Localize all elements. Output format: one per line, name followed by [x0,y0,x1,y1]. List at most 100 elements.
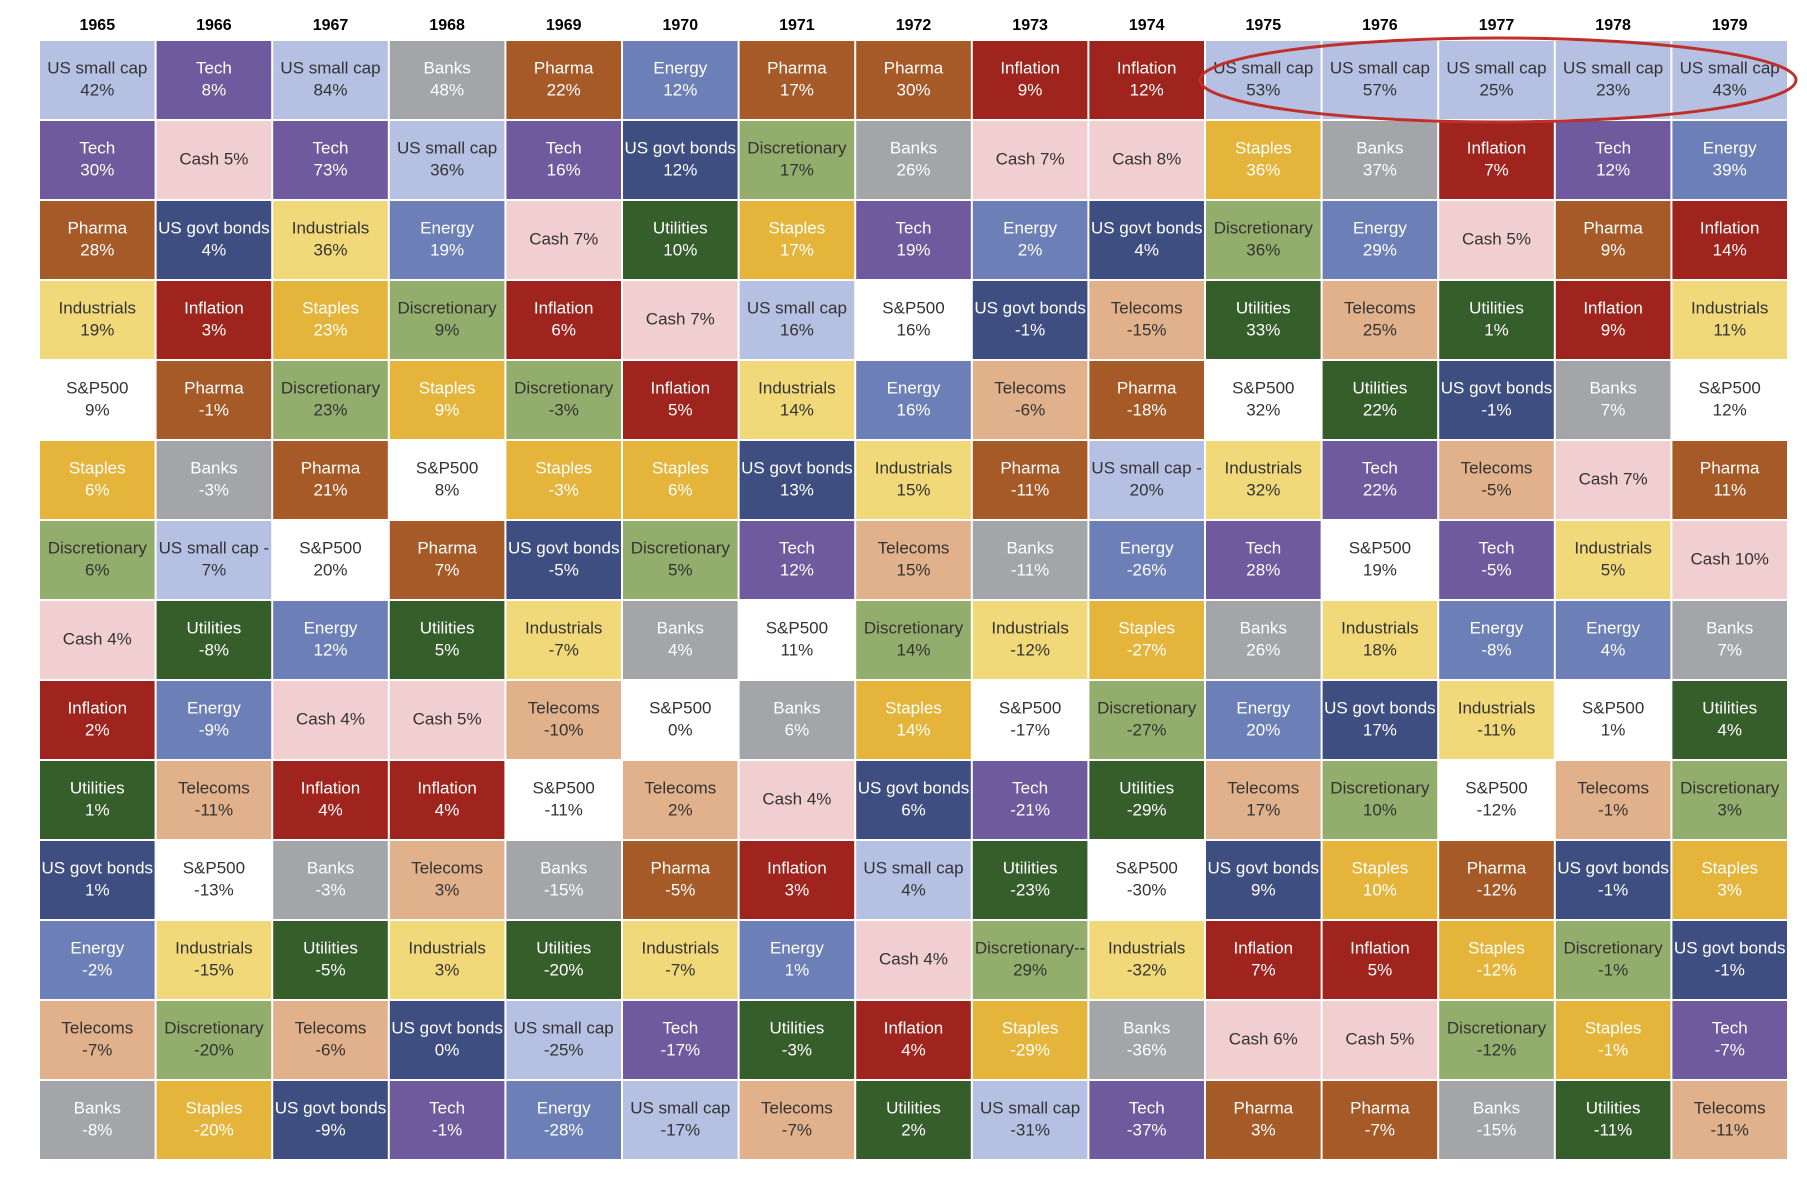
cell-return: -17% [660,1040,700,1059]
cell-return: -27% [1127,720,1167,739]
cell-label: Energy [187,698,241,717]
cell [156,41,272,119]
cell [1672,441,1787,519]
cell-label: Energy [1003,218,1057,237]
cell-label: Discretionary [397,298,497,317]
cell-return: 5% [668,560,693,579]
cell [739,281,855,359]
cell-label: S&P500 [533,778,595,797]
cell-label: S&P500 [999,698,1061,717]
cell-label: Banks [1006,538,1053,557]
cell-return: 9% [1251,880,1276,899]
cell-return: -11% [1710,1120,1748,1139]
cell-return: -25% [544,1040,584,1059]
cell [156,441,272,519]
cell [623,281,738,359]
cell-label: US govt bonds [1324,698,1436,717]
cell-label: Staples [186,1098,243,1117]
cell [273,841,388,919]
cell-label: Inflation [534,298,594,317]
cell [156,921,272,999]
cell [623,921,738,999]
cell-label: US small cap [630,1098,730,1117]
cell-return: 11% [1713,480,1746,499]
cell-return: 2% [85,720,110,739]
cell [40,1081,155,1159]
cell-return: 48% [430,80,464,99]
cell-label: Discretionary [1563,938,1663,957]
cell-return: -5% [549,560,579,579]
cell [1322,921,1438,999]
cell-return: 17% [780,80,814,99]
cell [972,601,1088,679]
cell [856,841,971,919]
cell-return: -27% [1127,640,1167,659]
cell-return: 12% [663,160,697,179]
cell [389,201,505,279]
cell [739,601,855,679]
cell [1672,121,1787,199]
cell [156,361,272,439]
cell-text: Cash 7% [646,309,715,328]
cell-text: Cash 5% [413,709,482,728]
cell [972,521,1088,599]
year-label: 1968 [429,17,465,34]
cell-text: Cash 8% [1112,149,1181,168]
cell [1322,281,1438,359]
cell-label: Inflation [651,378,711,397]
cell-label: Inflation [1467,138,1527,157]
cell-return: 6% [85,480,110,499]
cell-label: Staples [1352,858,1409,877]
cell-return: 7% [1717,640,1742,659]
cell [1322,1001,1438,1079]
cell-return: -11% [1011,480,1049,499]
cell-return: -7% [549,640,579,659]
cell [623,361,738,439]
cell-label: S&P500 [1699,378,1761,397]
cell-label: Inflation [184,298,244,317]
cell-return: 0% [668,720,693,739]
cell-return: -36% [1127,1040,1167,1059]
cell [1089,201,1204,279]
cell [1555,41,1671,119]
cell [1322,201,1438,279]
cell-return: 19% [80,320,114,339]
cell-label: Tech [429,1098,465,1117]
cell-return: 4% [318,800,343,819]
cell [856,121,971,199]
cell-return: -6% [315,1040,345,1059]
cell [40,1001,155,1079]
cell-return: 17% [1363,720,1397,739]
cell-label: Tech [1712,1018,1748,1037]
cell [623,761,738,839]
cell-return: -11% [1011,560,1049,579]
cell-label: US govt bonds [625,138,737,157]
cell-return: -13% [194,880,234,899]
cell-label: Staples [1002,1018,1059,1037]
cell [506,601,621,679]
cell-label: S&P500 [882,298,944,317]
cell-return: -10% [544,720,584,739]
cell-label: Utilities [70,778,125,797]
cell-return: -20% [194,1040,234,1059]
cell [1555,361,1671,439]
cell-label: Utilities [653,218,708,237]
cell-return: -3% [549,400,579,419]
cell [972,41,1088,119]
cell [506,841,621,919]
cell-label: US small cap [514,1018,614,1037]
cell-return: 39% [1713,160,1747,179]
cell-return: 0% [435,1040,460,1059]
cell [273,761,388,839]
cell [1439,761,1554,839]
cell [1555,201,1671,279]
cell-label: Banks [657,618,704,637]
cell-return: -12% [1477,800,1517,819]
cell-label: US small cap [1446,58,1546,77]
cell [1672,1081,1787,1159]
cell-label: US small cap [1680,58,1780,77]
cell-label: Inflation [767,858,827,877]
cell-return: 36% [1246,160,1280,179]
cell [156,121,272,199]
cell-return: -1% [1715,960,1745,979]
